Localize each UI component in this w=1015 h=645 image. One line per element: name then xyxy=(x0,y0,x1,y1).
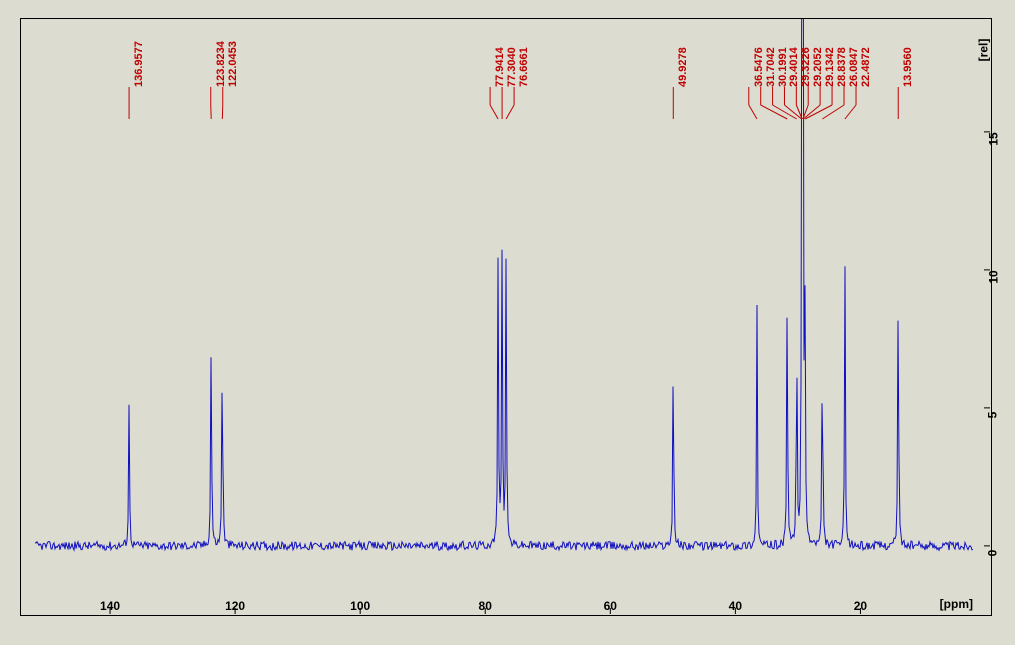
peak-label: 29.4014 xyxy=(788,47,800,87)
peak-label: 31.7042 xyxy=(765,47,777,87)
x-tick-label: 120 xyxy=(225,599,245,613)
y-axis-unit: [rel] xyxy=(977,39,991,62)
x-tick-label: 100 xyxy=(350,599,370,613)
peak-label: 136.9577 xyxy=(133,41,145,87)
spectrum-plot xyxy=(21,19,991,615)
x-tick-label: 40 xyxy=(729,599,742,613)
y-tick-label: 5 xyxy=(986,412,1000,419)
peak-label: 123.8234 xyxy=(215,41,227,87)
peak-label: 49.9278 xyxy=(677,47,689,87)
x-axis-unit: [ppm] xyxy=(940,597,973,611)
peak-label: 36.5476 xyxy=(753,47,765,87)
y-tick-label: 15 xyxy=(986,132,1000,145)
spectrum-frame: 14012010080604020 051015 136.9577123.823… xyxy=(20,18,992,616)
peak-label: 30.1991 xyxy=(777,47,789,87)
peak-label: 29.2052 xyxy=(812,47,824,87)
x-tick-label: 20 xyxy=(854,599,867,613)
peak-label: 76.6661 xyxy=(518,47,530,87)
peak-label: 13.9560 xyxy=(902,47,914,87)
peak-label: 77.9414 xyxy=(494,47,506,87)
peak-label: 26.0847 xyxy=(848,47,860,87)
peak-label: 28.8378 xyxy=(836,47,848,87)
x-tick-label: 60 xyxy=(604,599,617,613)
peak-label: 29.3226 xyxy=(800,47,812,87)
peak-label: 22.4872 xyxy=(860,47,872,87)
peak-label: 77.3040 xyxy=(506,47,518,87)
x-tick-label: 140 xyxy=(100,599,120,613)
y-tick-label: 10 xyxy=(986,270,1000,283)
x-tick-label: 80 xyxy=(479,599,492,613)
peak-label: 122.0453 xyxy=(227,41,239,87)
y-tick-label: 0 xyxy=(986,550,1000,557)
peak-label: 29.1342 xyxy=(824,47,836,87)
